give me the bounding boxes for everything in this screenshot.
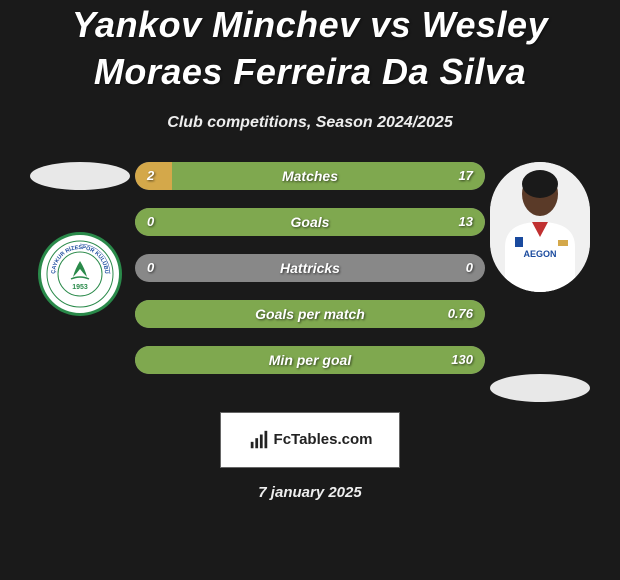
stat-label: Min per goal <box>135 352 485 368</box>
svg-text:AEGON: AEGON <box>523 249 556 259</box>
left-player-column: 1953 ÇAYKUR RİZESPOR KULÜBÜ <box>25 162 135 392</box>
subtitle: Club competitions, Season 2024/2025 <box>167 114 452 132</box>
stat-row: 217Matches <box>135 162 485 190</box>
right-player-photo: AEGON <box>490 162 590 292</box>
left-club-badge: 1953 ÇAYKUR RİZESPOR KULÜBÜ <box>38 232 122 316</box>
stat-label: Goals <box>135 214 485 230</box>
stat-rows: 217Matches 013Goals 00Hattricks 0.76Goals p… <box>135 162 485 374</box>
stat-row: 0.76Goals per match <box>135 300 485 328</box>
stat-label: Matches <box>135 168 485 184</box>
stat-label: Goals per match <box>135 306 485 322</box>
stat-row: 013Goals <box>135 208 485 236</box>
left-player-placeholder <box>30 162 130 190</box>
stat-label: Hattricks <box>135 260 485 276</box>
right-player-column: AEGON <box>485 162 595 392</box>
stats-area: 1953 ÇAYKUR RİZESPOR KULÜBÜ 217Matches 01… <box>0 162 620 392</box>
stat-row: 00Hattricks <box>135 254 485 282</box>
right-club-placeholder <box>490 374 590 402</box>
footer-label: FcTables.com <box>274 431 373 448</box>
chart-icon <box>248 429 270 451</box>
page-title: Yankov Minchev vs Wesley Moraes Ferreira… <box>0 2 620 96</box>
footer-attribution: FcTables.com <box>220 412 400 468</box>
stat-row: 130Min per goal <box>135 346 485 374</box>
badge-year: 1953 <box>72 284 88 291</box>
date-label: 7 january 2025 <box>258 484 361 501</box>
